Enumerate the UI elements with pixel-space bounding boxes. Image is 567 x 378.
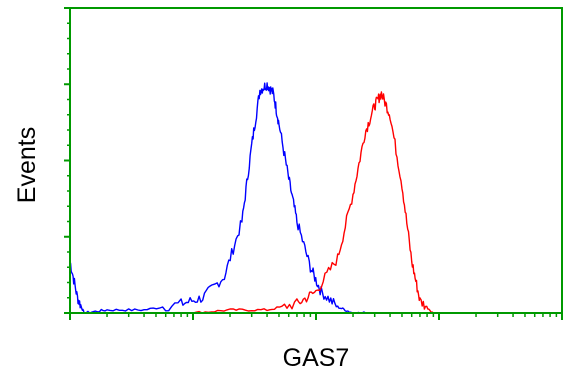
plot-frame: [69, 7, 563, 314]
series-line-1: [69, 82, 375, 314]
y-axis-label: Events: [13, 127, 41, 203]
x-axis-ticks: [69, 313, 563, 320]
series-layer: [69, 8, 562, 314]
axis-lines: [69, 8, 562, 314]
series-line-2: [192, 91, 434, 314]
x-axis-label: GAS7: [283, 344, 350, 372]
